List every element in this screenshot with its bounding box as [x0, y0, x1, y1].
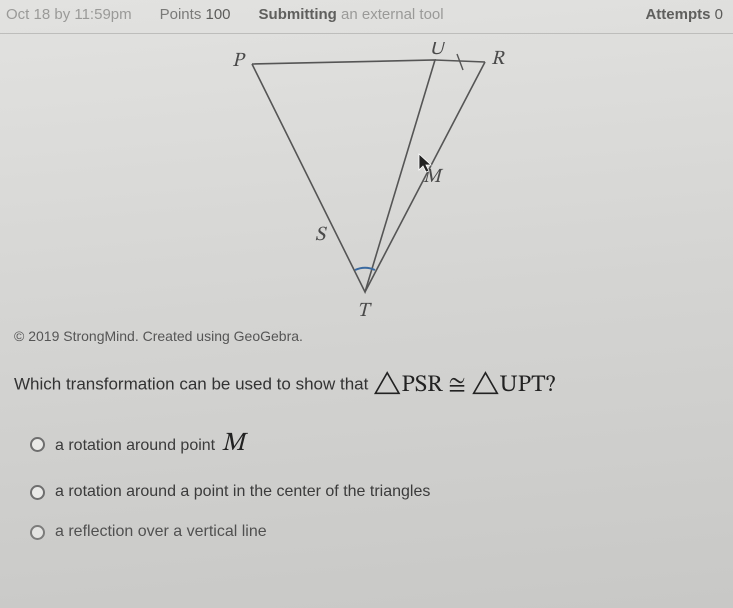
- tick-ur: [457, 54, 463, 70]
- attempts-value: 0: [715, 6, 723, 23]
- attempts-group: Attempts 0: [645, 6, 723, 23]
- question-prefix: Which transformation can be used to show…: [14, 375, 373, 394]
- label-u: U: [429, 42, 447, 59]
- due-date: Oct 18 by 11:59pm: [6, 6, 132, 23]
- points-value: 100: [206, 6, 231, 23]
- angle-arc-t: [355, 268, 375, 270]
- option-2-text: a rotation around a point in the center …: [55, 483, 430, 501]
- radio-icon[interactable]: [30, 525, 45, 540]
- option-3[interactable]: a reflection over a vertical line: [30, 523, 719, 541]
- option-1-math: M: [222, 431, 245, 457]
- label-r: R: [491, 49, 505, 69]
- figure-container: P U R M S T: [0, 34, 733, 326]
- assignment-meta-bar: Oct 18 by 11:59pm Points 100 Submitting …: [0, 0, 733, 34]
- submitting-group: Submitting an external tool: [259, 6, 444, 23]
- points-group: Points 100: [160, 6, 231, 23]
- question-math: △PSR ≅ △UPT?: [373, 373, 555, 397]
- submitting-value: an external tool: [341, 6, 444, 23]
- figure-attribution: © 2019 StrongMind. Created using GeoGebr…: [0, 326, 733, 362]
- option-3-text: a reflection over a vertical line: [55, 523, 267, 541]
- radio-icon[interactable]: [30, 485, 45, 500]
- option-2[interactable]: a rotation around a point in the center …: [30, 483, 719, 501]
- attempts-label: Attempts: [645, 6, 710, 23]
- option-1-text: a rotation around point M: [55, 428, 245, 461]
- triangle-diagram: P U R M S T: [197, 42, 537, 322]
- triangle-put: [252, 60, 435, 292]
- label-s: S: [315, 225, 327, 245]
- radio-icon[interactable]: [30, 437, 45, 452]
- option-1[interactable]: a rotation around point M: [30, 428, 719, 461]
- submitting-label: Submitting: [259, 6, 337, 23]
- option-1-prefix: a rotation around point: [55, 437, 220, 454]
- label-t: T: [357, 301, 372, 321]
- question-text: Which transformation can be used to show…: [0, 362, 733, 428]
- points-label: Points: [160, 6, 202, 23]
- assignment-page: Oct 18 by 11:59pm Points 100 Submitting …: [0, 0, 733, 608]
- answer-options: a rotation around point M a rotation aro…: [0, 428, 733, 541]
- label-p: P: [232, 51, 246, 71]
